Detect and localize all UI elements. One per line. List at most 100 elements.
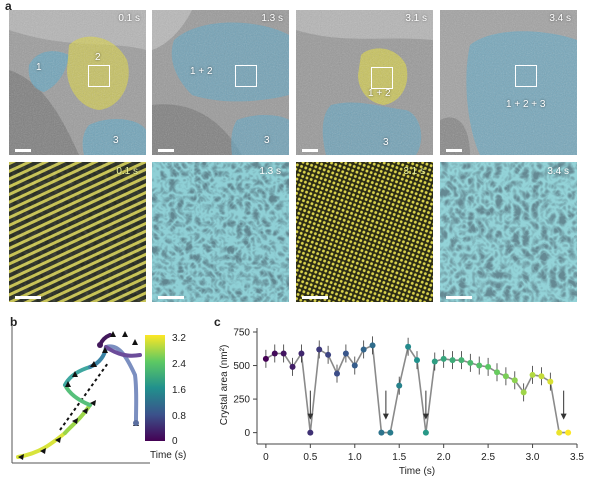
- panel-label-b: b: [10, 315, 18, 329]
- x-tick-label: 3.5: [570, 452, 584, 463]
- region-of-interest-box: [371, 67, 393, 89]
- scale-bar: [158, 296, 184, 299]
- crystal-area-chart: 0 250 500 750 0 0.5 1.0 1.5 2.0 2.5 3.0 3.5 Time (s)…: [219, 328, 584, 478]
- data-point: [511, 377, 518, 384]
- x-axis-label: Time (s): [399, 466, 435, 477]
- region-of-interest-box: [235, 65, 257, 87]
- region-label-1-2-3: 1 + 2 + 3: [506, 99, 546, 110]
- trajectory-plot: [11, 325, 150, 464]
- colorbar-tick: 3.2: [172, 333, 186, 344]
- x-tick-label: 2.0: [437, 452, 451, 463]
- scale-bar: [15, 296, 41, 299]
- data-point: [271, 350, 278, 357]
- region-of-interest-box: [88, 65, 110, 87]
- tile-time-label: 3.4 s: [547, 166, 569, 177]
- y-axis-label: Crystal area (nm²): [219, 345, 230, 426]
- x-tick-label: 1.5: [392, 452, 406, 463]
- region-label-3: 3: [264, 135, 270, 146]
- data-point: [351, 362, 358, 369]
- data-point: [520, 389, 527, 396]
- tile-time-label: 1.3 s: [259, 166, 281, 177]
- data-point: [494, 369, 500, 376]
- data-point: [440, 355, 447, 362]
- data-point: [502, 373, 509, 380]
- colorbar-tick: 0: [172, 436, 178, 447]
- y-tick-label: 750: [233, 328, 250, 339]
- lattice-tile-4: 3.4 s: [440, 162, 577, 302]
- trajectory-fit-line: [59, 362, 109, 431]
- y-tick-label: 500: [233, 361, 250, 372]
- scale-bar: [302, 296, 328, 299]
- x-tick-label: 0.5: [303, 452, 317, 463]
- data-point: [396, 382, 403, 389]
- data-point: [262, 355, 269, 362]
- tile-time-label: 3.4 s: [549, 13, 571, 24]
- lattice-tile-3: 3.1 s: [296, 162, 433, 302]
- data-point: [334, 370, 340, 377]
- x-tick-label: 0: [263, 452, 269, 463]
- tem-tile-3: 3.1 s 1 + 2 3: [296, 10, 433, 155]
- trajectory-endpoints: [97, 342, 139, 426]
- region-label-2: 2: [95, 52, 101, 63]
- data-point: [529, 371, 536, 378]
- region-label-1: 1: [36, 62, 42, 73]
- region-label-1-2: 1 + 2: [190, 66, 213, 77]
- data-point: [485, 363, 492, 370]
- colorbar: [145, 335, 165, 441]
- y-tick-label: 250: [233, 395, 250, 406]
- lattice-tile-1: 0.1 s: [9, 162, 146, 302]
- panel-label-c: c: [214, 315, 221, 329]
- data-point: [467, 359, 474, 366]
- scale-bar: [446, 149, 462, 152]
- region-label-3: 3: [113, 135, 119, 146]
- lattice-tile-2: 1.3 s: [152, 162, 289, 302]
- data-point: [422, 429, 429, 436]
- scale-bar: [158, 149, 174, 152]
- data-point: [449, 357, 456, 364]
- region-label-3: 3: [383, 137, 389, 148]
- data-point: [431, 358, 438, 365]
- x-tick-label: 1.0: [348, 452, 362, 463]
- colorbar-tick: 0.8: [172, 411, 186, 422]
- data-point: [414, 357, 420, 364]
- annotation-arrowhead: [382, 413, 389, 420]
- tem-tile-1: 0.1 s 1 2 3: [9, 10, 146, 155]
- region-label-1-2: 1 + 2: [368, 88, 391, 99]
- data-point: [405, 343, 412, 350]
- colorbar-label: Time (s): [150, 450, 187, 461]
- data-point: [316, 346, 323, 353]
- tile-time-label: 1.3 s: [261, 13, 283, 24]
- data-point: [342, 350, 349, 357]
- data-point: [360, 346, 367, 353]
- data-point: [289, 363, 296, 370]
- colorbar-tick: 1.6: [172, 385, 186, 396]
- annotation-arrowhead: [560, 413, 567, 420]
- data-point: [280, 350, 287, 357]
- tile-time-label: 0.1 s: [118, 13, 140, 24]
- data-point: [307, 429, 314, 436]
- scale-bar: [302, 149, 318, 152]
- data-point: [387, 429, 394, 436]
- tile-time-label: 3.1 s: [403, 166, 425, 177]
- region-of-interest-box: [515, 65, 537, 87]
- data-point: [369, 342, 376, 349]
- y-tick-label: 0: [244, 428, 250, 439]
- colorbar-tick: 2.4: [172, 359, 186, 370]
- data-point: [556, 429, 563, 436]
- data-point: [476, 362, 483, 369]
- scale-bar: [15, 149, 31, 152]
- annotation-arrowhead: [307, 413, 314, 420]
- data-point: [325, 351, 332, 358]
- trajectory-path: [16, 333, 142, 459]
- x-tick-label: 3.0: [526, 452, 540, 463]
- data-point: [565, 429, 572, 436]
- tile-time-label: 3.1 s: [405, 13, 427, 24]
- data-point: [378, 429, 385, 436]
- tem-tile-2: 1.3 s 1 + 2 3: [152, 10, 289, 155]
- tem-tile-4: 3.4 s 1 + 2 + 3: [440, 10, 577, 155]
- data-point: [298, 350, 305, 357]
- tile-time-label: 0.1 s: [116, 166, 138, 177]
- panel-label-a: a: [5, 0, 12, 13]
- data-point: [547, 378, 554, 385]
- scale-bar: [446, 296, 472, 299]
